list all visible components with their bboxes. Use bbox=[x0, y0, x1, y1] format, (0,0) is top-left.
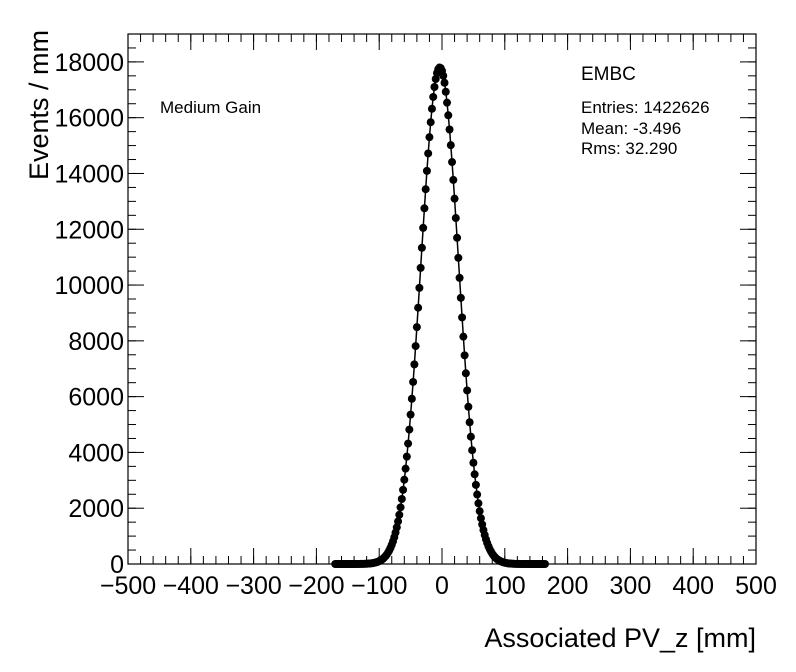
data-point bbox=[540, 559, 549, 568]
x-tick-label: −500 bbox=[100, 572, 156, 600]
stats-entries: Entries: 1422626 bbox=[581, 98, 710, 117]
x-tick-label: 100 bbox=[484, 572, 526, 600]
x-axis: −500 −400 −300 −200 −100 0 100 200 300 400 500 bbox=[100, 34, 777, 600]
x-tick-label: −400 bbox=[163, 572, 219, 600]
stats-title: EMBC bbox=[581, 64, 636, 85]
x-axis-title: Associated PV_z [mm] bbox=[484, 623, 756, 653]
x-tick-label: 0 bbox=[435, 572, 449, 600]
x-tick-label: −200 bbox=[288, 572, 344, 600]
y-tick-label: 4000 bbox=[68, 439, 124, 467]
x-tick-label: 500 bbox=[735, 572, 777, 600]
x-tick-label: 400 bbox=[672, 572, 714, 600]
y-tick-label: 12000 bbox=[54, 216, 124, 244]
y-tick-label: 16000 bbox=[54, 105, 124, 133]
y-tick-label: 2000 bbox=[68, 495, 124, 523]
stats-mean: Mean: -3.496 bbox=[581, 119, 681, 138]
y-tick-label: 6000 bbox=[68, 384, 124, 412]
x-tick-label: 300 bbox=[610, 572, 652, 600]
y-tick-label: 18000 bbox=[54, 49, 124, 77]
y-tick-label: 0 bbox=[110, 551, 124, 579]
y-axis-title: Events / mm bbox=[24, 30, 54, 180]
y-tick-label: 8000 bbox=[68, 328, 124, 356]
y-axis: 0 2000 4000 6000 8000 10000 12000 14000 16000 180… bbox=[54, 49, 756, 579]
stats-rms: Rms: 32.290 bbox=[581, 139, 677, 158]
x-tick-label: −100 bbox=[351, 572, 407, 600]
data-curve bbox=[335, 66, 545, 565]
y-tick-label: 14000 bbox=[54, 160, 124, 188]
x-tick-label: −300 bbox=[225, 572, 281, 600]
data-markers bbox=[331, 63, 549, 568]
y-tick-label: 10000 bbox=[54, 272, 124, 300]
x-tick-label: 200 bbox=[547, 572, 589, 600]
gain-label: Medium Gain bbox=[160, 98, 261, 117]
